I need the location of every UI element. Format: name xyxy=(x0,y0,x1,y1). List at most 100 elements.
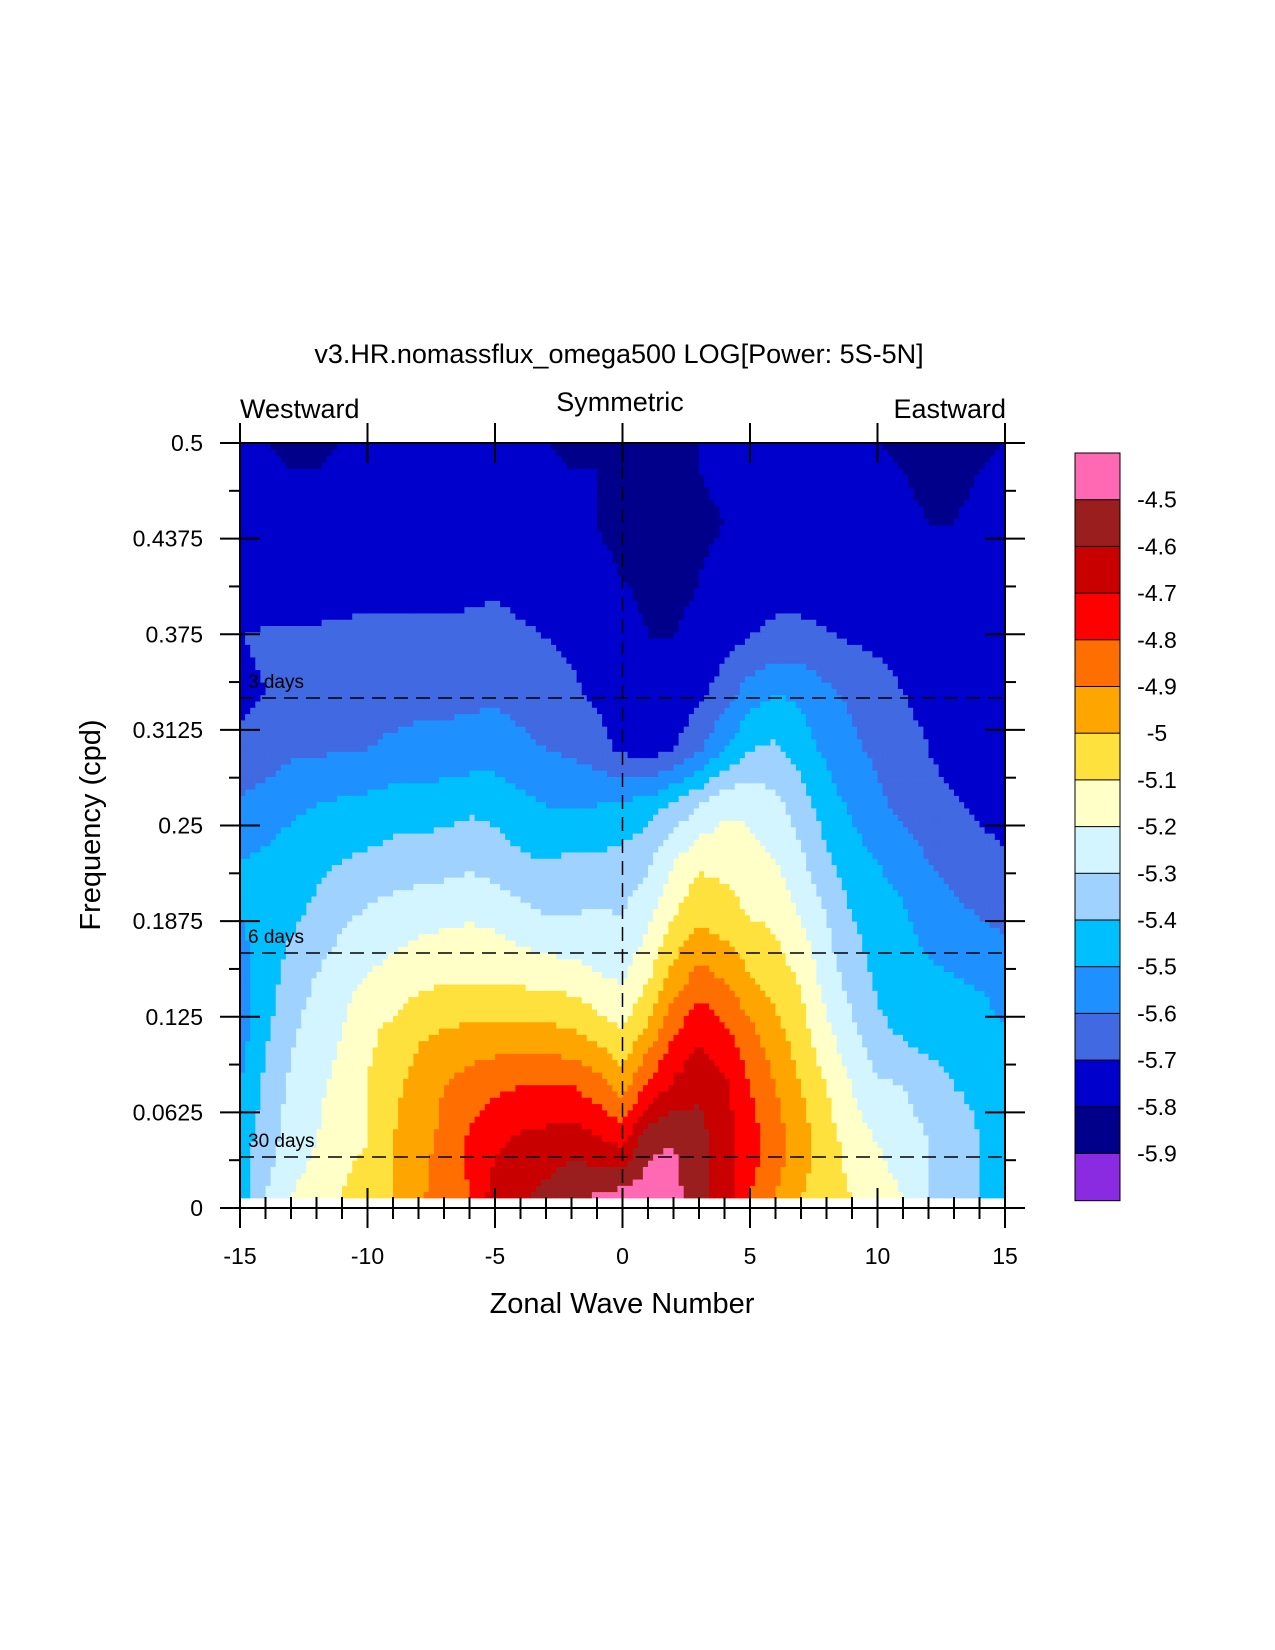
contour-cell xyxy=(842,1053,848,1060)
contour-cell xyxy=(536,1141,542,1148)
contour-cell xyxy=(969,1022,975,1029)
contour-cell xyxy=(276,1085,282,1092)
contour-cell xyxy=(531,1110,537,1117)
contour-cell xyxy=(403,1041,409,1048)
contour-cell xyxy=(449,1059,455,1066)
contour-cell xyxy=(929,1085,935,1092)
contour-cell xyxy=(531,1066,537,1073)
contour-cell xyxy=(271,1009,277,1016)
contour-cell xyxy=(510,1166,516,1173)
contour-cell xyxy=(296,1160,302,1167)
contour-cell xyxy=(709,1047,715,1054)
contour-cell xyxy=(694,1185,700,1192)
contour-cell xyxy=(704,1192,710,1199)
contour-cell xyxy=(500,990,506,997)
contour-cell xyxy=(770,1116,776,1123)
contour-cell xyxy=(434,1103,440,1110)
contour-cell xyxy=(449,1078,455,1085)
contour-cell xyxy=(317,1185,323,1192)
contour-cell xyxy=(296,1179,302,1186)
contour-cell xyxy=(490,1066,496,1073)
contour-cell xyxy=(317,1085,323,1092)
contour-cell xyxy=(730,1072,736,1079)
contour-cell xyxy=(725,1091,731,1098)
contour-cell xyxy=(893,1135,899,1142)
contour-cell xyxy=(368,1166,374,1173)
contour-cell xyxy=(362,984,368,991)
contour-cell xyxy=(781,1185,787,1192)
contour-cell xyxy=(725,1166,731,1173)
contour-cell xyxy=(638,1053,644,1060)
contour-cell xyxy=(368,1047,374,1054)
contour-cell xyxy=(954,1097,960,1104)
contour-cell xyxy=(776,1135,782,1142)
contour-cell xyxy=(485,1053,491,1060)
contour-cell xyxy=(398,1059,404,1066)
contour-cell xyxy=(531,997,537,1004)
contour-cell xyxy=(403,1028,409,1035)
contour-cell xyxy=(862,1091,868,1098)
contour-cell xyxy=(480,1072,486,1079)
contour-cell xyxy=(546,1066,552,1073)
contour-cell xyxy=(454,1034,460,1041)
contour-cell xyxy=(546,1122,552,1129)
contour-cell xyxy=(954,1085,960,1092)
contour-cell xyxy=(454,1147,460,1154)
contour-cell xyxy=(500,1091,506,1098)
contour-cell xyxy=(842,1034,848,1041)
contour-cell xyxy=(658,1009,664,1016)
contour-cell xyxy=(765,1185,771,1192)
contour-cell xyxy=(990,1179,996,1186)
contour-cell xyxy=(327,1166,333,1173)
contour-cell xyxy=(913,1091,919,1098)
contour-cell xyxy=(582,1034,588,1041)
contour-cell xyxy=(250,1053,256,1060)
contour-cell xyxy=(806,1041,812,1048)
contour-cell xyxy=(413,1110,419,1117)
contour-cell xyxy=(577,1103,583,1110)
contour-cell xyxy=(444,1135,450,1142)
contour-cell xyxy=(459,1135,465,1142)
contour-cell xyxy=(643,997,649,1004)
contour-cell xyxy=(872,1160,878,1167)
contour-cell xyxy=(439,1091,445,1098)
contour-cell xyxy=(388,1072,394,1079)
contour-cell xyxy=(475,1034,481,1041)
contour-cell xyxy=(939,1003,945,1010)
contour-cell xyxy=(602,1028,608,1035)
contour-cell xyxy=(362,1103,368,1110)
contour-cell xyxy=(903,1041,909,1048)
contour-cell xyxy=(521,997,527,1004)
contour-cell xyxy=(276,1179,282,1186)
contour-cell xyxy=(755,1185,761,1192)
contour-cell xyxy=(434,1091,440,1098)
contour-cell xyxy=(296,1097,302,1104)
contour-cell xyxy=(393,1072,399,1079)
contour-cell xyxy=(929,1097,935,1104)
contour-cell xyxy=(419,1141,425,1148)
contour-cell xyxy=(245,1192,251,1199)
contour-cell xyxy=(623,1147,629,1154)
contour-cell xyxy=(556,1066,562,1073)
contour-cell xyxy=(510,1135,516,1142)
contour-cell xyxy=(638,1015,644,1022)
contour-cell xyxy=(969,1091,975,1098)
contour-cell xyxy=(653,1091,659,1098)
contour-cell xyxy=(347,1192,353,1199)
contour-cell xyxy=(413,1047,419,1054)
contour-cell xyxy=(811,1066,817,1073)
contour-cell xyxy=(623,1122,629,1129)
contour-cell xyxy=(985,1091,991,1098)
contour-cell xyxy=(439,1041,445,1048)
contour-cell xyxy=(888,1028,894,1035)
contour-cell xyxy=(515,1078,521,1085)
contour-cell xyxy=(521,1147,527,1154)
contour-cell xyxy=(918,1173,924,1180)
contour-cell xyxy=(459,1066,465,1073)
contour-cell xyxy=(801,1028,807,1035)
contour-cell xyxy=(266,1110,272,1117)
contour-cell xyxy=(786,1192,792,1199)
contour-cell xyxy=(383,1047,389,1054)
contour-cell xyxy=(888,1078,894,1085)
contour-cell xyxy=(454,1141,460,1148)
